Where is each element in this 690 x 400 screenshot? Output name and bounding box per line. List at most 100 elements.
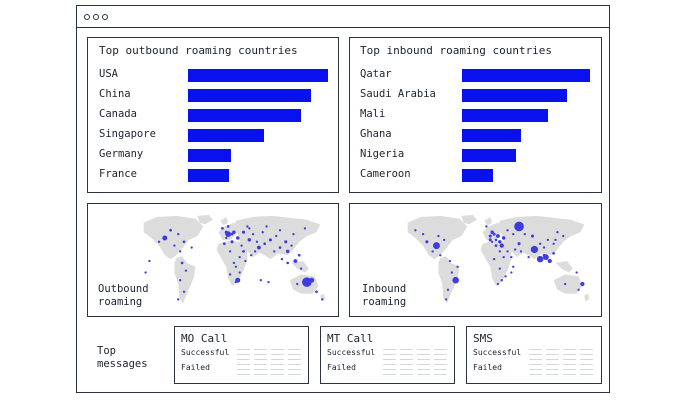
mo-call-card[interactable]: MO Call Successful Failed xyxy=(174,326,309,384)
inbound-country-bar[interactable] xyxy=(462,169,493,182)
outbound-map-marker[interactable] xyxy=(256,245,261,250)
outbound-map-marker[interactable] xyxy=(182,290,186,293)
inbound-map-marker[interactable] xyxy=(580,281,585,287)
outbound-map-marker[interactable] xyxy=(265,225,268,228)
inbound-map-marker[interactable] xyxy=(542,246,546,249)
inbound-map-marker[interactable] xyxy=(510,256,513,259)
inbound-map-marker[interactable] xyxy=(494,238,498,242)
outbound-map-marker[interactable] xyxy=(250,254,253,257)
outbound-map-marker[interactable] xyxy=(226,225,230,228)
inbound-map-marker[interactable] xyxy=(530,245,539,254)
inbound-map-marker[interactable] xyxy=(496,282,500,286)
outbound-country-bar[interactable] xyxy=(188,69,328,82)
outbound-map-marker[interactable] xyxy=(251,232,255,236)
inbound-country-bar[interactable] xyxy=(462,149,516,162)
inbound-map-marker[interactable] xyxy=(506,229,509,232)
outbound-map-marker[interactable] xyxy=(228,273,232,276)
outbound-map-marker[interactable] xyxy=(179,279,182,282)
inbound-map-marker[interactable] xyxy=(450,271,453,274)
inbound-map-marker[interactable] xyxy=(452,276,459,284)
outbound-country-bar[interactable] xyxy=(188,149,231,162)
inbound-map-marker[interactable] xyxy=(439,254,442,257)
inbound-map-marker[interactable] xyxy=(506,250,509,253)
inbound-map-marker[interactable] xyxy=(519,250,523,253)
inbound-map-marker[interactable] xyxy=(502,256,505,259)
window-control-dot[interactable] xyxy=(102,14,108,20)
inbound-country-bar[interactable] xyxy=(462,89,567,102)
outbound-country-bar[interactable] xyxy=(188,89,311,102)
inbound-map-marker[interactable] xyxy=(488,238,492,242)
outbound-map-marker[interactable] xyxy=(255,240,259,243)
inbound-map-marker[interactable] xyxy=(514,248,517,251)
sms-card[interactable]: SMS Successful Failed xyxy=(466,326,602,384)
outbound-world-map[interactable] xyxy=(136,210,328,312)
outbound-map-marker[interactable] xyxy=(278,229,282,232)
inbound-map-marker[interactable] xyxy=(517,242,521,246)
outbound-map-marker[interactable] xyxy=(315,290,318,294)
window-control-dot[interactable] xyxy=(93,14,99,20)
inbound-map-marker[interactable] xyxy=(562,234,565,238)
outbound-map-marker[interactable] xyxy=(232,261,236,265)
inbound-map-marker[interactable] xyxy=(510,271,513,274)
outbound-map-marker[interactable] xyxy=(247,238,252,242)
inbound-map-marker[interactable] xyxy=(494,244,498,247)
outbound-map-marker[interactable] xyxy=(236,236,240,240)
inbound-map-marker[interactable] xyxy=(523,232,526,236)
inbound-map-marker[interactable] xyxy=(414,229,417,232)
inbound-map-marker[interactable] xyxy=(425,240,429,244)
outbound-map-marker[interactable] xyxy=(296,282,299,286)
inbound-map-marker[interactable] xyxy=(530,234,535,238)
inbound-map-marker[interactable] xyxy=(446,288,450,291)
outbound-map-marker[interactable] xyxy=(179,250,182,253)
outbound-map-marker[interactable] xyxy=(273,250,276,253)
outbound-map-marker[interactable] xyxy=(268,238,272,242)
outbound-map-marker[interactable] xyxy=(321,298,324,301)
outbound-map-marker[interactable] xyxy=(278,246,282,249)
outbound-map-marker[interactable] xyxy=(292,232,295,236)
inbound-map-marker[interactable] xyxy=(488,234,492,238)
inbound-map-marker[interactable] xyxy=(543,254,549,261)
inbound-map-marker[interactable] xyxy=(456,265,459,268)
outbound-map-marker[interactable] xyxy=(275,234,278,238)
outbound-map-marker[interactable] xyxy=(221,227,224,230)
inbound-map-marker[interactable] xyxy=(552,251,555,255)
outbound-map-marker[interactable] xyxy=(225,236,228,240)
outbound-map-marker[interactable] xyxy=(293,259,298,263)
outbound-map-marker[interactable] xyxy=(234,265,237,268)
outbound-map-marker[interactable] xyxy=(190,246,193,249)
outbound-map-marker[interactable] xyxy=(242,250,245,253)
outbound-map-marker[interactable] xyxy=(228,250,232,253)
outbound-map-marker[interactable] xyxy=(297,253,301,257)
outbound-map-marker[interactable] xyxy=(230,240,234,244)
inbound-map-marker[interactable] xyxy=(492,232,496,236)
outbound-map-marker[interactable] xyxy=(290,244,293,247)
outbound-map-marker[interactable] xyxy=(259,279,262,282)
outbound-map-marker[interactable] xyxy=(180,261,184,265)
inbound-map-marker[interactable] xyxy=(527,256,530,259)
outbound-map-marker[interactable] xyxy=(230,232,234,236)
outbound-map-marker[interactable] xyxy=(303,227,307,230)
inbound-map-marker[interactable] xyxy=(514,221,524,232)
outbound-map-marker[interactable] xyxy=(284,240,288,244)
outbound-map-marker[interactable] xyxy=(280,257,284,261)
inbound-map-marker[interactable] xyxy=(577,288,580,291)
outbound-map-marker[interactable] xyxy=(224,230,228,234)
inbound-map-marker[interactable] xyxy=(443,238,446,242)
inbound-country-bar[interactable] xyxy=(462,109,548,122)
inbound-map-marker[interactable] xyxy=(546,238,549,242)
inbound-map-marker[interactable] xyxy=(498,250,501,253)
outbound-map-marker[interactable] xyxy=(263,242,266,246)
inbound-world-map[interactable] xyxy=(400,210,592,312)
outbound-country-bar[interactable] xyxy=(188,109,301,122)
inbound-map-marker[interactable] xyxy=(491,240,494,243)
outbound-map-marker[interactable] xyxy=(253,250,257,253)
outbound-map-marker[interactable] xyxy=(240,244,243,247)
outbound-map-marker[interactable] xyxy=(285,249,290,254)
outbound-country-bar[interactable] xyxy=(188,169,229,182)
outbound-country-bar[interactable] xyxy=(188,129,264,142)
inbound-map-marker[interactable] xyxy=(498,240,502,244)
inbound-map-marker[interactable] xyxy=(433,242,440,250)
inbound-map-marker[interactable] xyxy=(437,234,440,238)
inbound-map-marker[interactable] xyxy=(547,258,552,264)
outbound-map-marker[interactable] xyxy=(177,232,180,236)
